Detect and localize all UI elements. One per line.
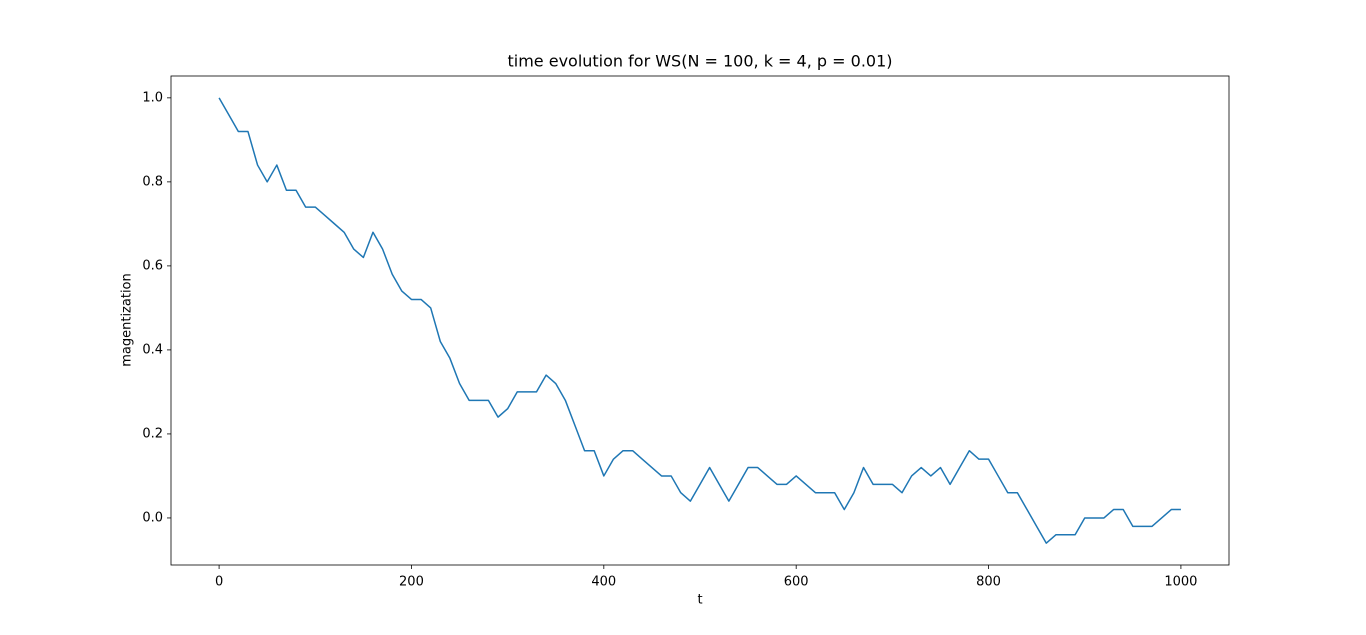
x-tick-label: 0 [215,575,223,590]
x-axis-label: t [697,593,702,608]
x-tick-label: 400 [591,575,616,590]
x-tick-label: 600 [784,575,809,590]
x-tick-label: 800 [976,575,1001,590]
x-tick-label: 200 [399,575,424,590]
y-tick-label: 0.2 [142,426,163,441]
y-tick-label: 0.8 [142,174,163,189]
y-tick-label: 0.0 [142,510,163,525]
chart-title: time evolution for WS(N = 100, k = 4, p … [507,52,892,71]
x-tick-label: 1000 [1164,575,1197,590]
y-axis-label: magentization [120,273,135,367]
y-tick-label: 1.0 [142,90,163,105]
data-line [218,97,1181,544]
y-tick-label: 0.6 [142,258,163,273]
y-tick-label: 0.4 [142,342,163,357]
plot-frame [170,75,1230,566]
